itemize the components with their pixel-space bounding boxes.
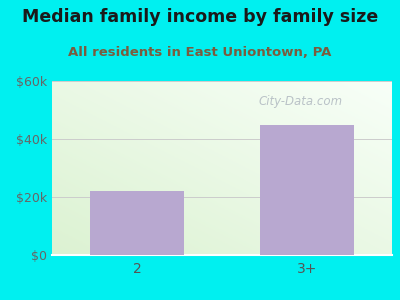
Text: City-Data.com: City-Data.com [258, 95, 342, 108]
Bar [90, 191, 184, 255]
Text: All residents in East Uniontown, PA: All residents in East Uniontown, PA [68, 46, 332, 59]
Text: Median family income by family size: Median family income by family size [22, 8, 378, 26]
Bar [260, 124, 354, 255]
